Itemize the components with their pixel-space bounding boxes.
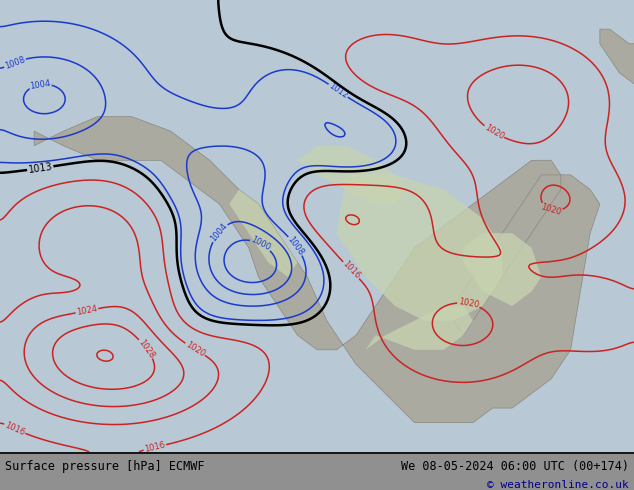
Text: We 08-05-2024 06:00 UTC (00+174): We 08-05-2024 06:00 UTC (00+174) [401, 460, 629, 473]
Text: 1013: 1013 [27, 162, 53, 175]
Text: 1004: 1004 [209, 221, 230, 244]
Polygon shape [600, 15, 634, 102]
Polygon shape [337, 175, 502, 320]
Text: 1004: 1004 [29, 78, 51, 91]
Polygon shape [297, 146, 404, 204]
Text: 1020: 1020 [540, 202, 562, 217]
Text: 1020: 1020 [184, 340, 207, 359]
Text: 1008: 1008 [3, 54, 27, 71]
Text: © weatheronline.co.uk: © weatheronline.co.uk [487, 480, 629, 490]
Text: 1016: 1016 [143, 441, 166, 454]
Polygon shape [366, 306, 473, 350]
Text: 1016: 1016 [340, 260, 361, 281]
Text: 1020: 1020 [482, 123, 505, 142]
Text: 1008: 1008 [286, 235, 306, 257]
Text: 1024: 1024 [76, 304, 98, 317]
Text: 1016: 1016 [3, 420, 27, 437]
Polygon shape [34, 117, 600, 423]
Text: 1000: 1000 [249, 235, 272, 253]
Polygon shape [230, 190, 297, 277]
Polygon shape [463, 233, 541, 306]
Text: 1012: 1012 [327, 81, 349, 100]
Text: 1020: 1020 [458, 297, 480, 310]
Text: 1028: 1028 [136, 338, 156, 360]
Text: Surface pressure [hPa] ECMWF: Surface pressure [hPa] ECMWF [5, 460, 205, 473]
